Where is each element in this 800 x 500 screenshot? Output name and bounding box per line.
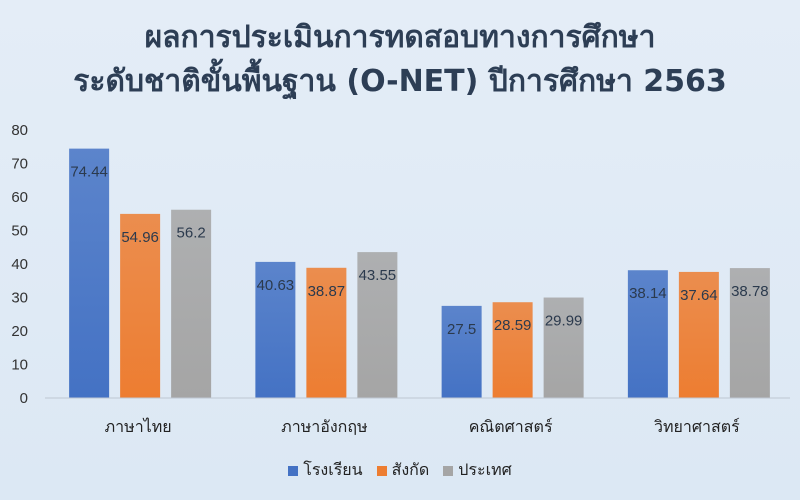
data-label: 29.99 bbox=[545, 313, 583, 330]
legend-swatch bbox=[376, 465, 387, 476]
bar bbox=[255, 261, 296, 398]
bar bbox=[729, 268, 770, 398]
data-label: 74.44 bbox=[70, 164, 108, 181]
data-label: 38.14 bbox=[629, 285, 667, 302]
data-label: 38.87 bbox=[308, 283, 346, 300]
y-tick-label: 0 bbox=[20, 390, 28, 407]
data-label: 40.63 bbox=[257, 277, 295, 294]
y-tick-label: 40 bbox=[11, 256, 28, 273]
bar bbox=[306, 267, 347, 398]
chart-title-line1: ผลการประเมินการทดสอบทางการศึกษา bbox=[144, 20, 656, 55]
bar bbox=[492, 302, 533, 398]
legend-swatch bbox=[443, 465, 454, 476]
y-tick-label: 80 bbox=[11, 122, 28, 139]
bar bbox=[120, 213, 161, 398]
legend: โรงเรียน สังกัด ประเทศ bbox=[0, 458, 800, 483]
legend-label: ประเทศ bbox=[458, 460, 512, 479]
x-axis: ภาษาไทย ภาษาอังกฤษ คณิตศาสตร์ วิทยาศาสตร์ bbox=[45, 397, 790, 436]
bar bbox=[357, 252, 398, 398]
data-label: 37.64 bbox=[680, 287, 718, 304]
bar bbox=[441, 305, 482, 398]
y-axis: 0 10 20 30 40 50 60 70 80 bbox=[11, 122, 28, 407]
data-label: 43.55 bbox=[359, 267, 397, 284]
x-tick-label: ภาษาไทย bbox=[105, 417, 172, 436]
x-tick-label: คณิตศาสตร์ bbox=[469, 417, 553, 436]
bar bbox=[171, 209, 212, 398]
legend-label: สังกัด bbox=[391, 460, 430, 479]
data-label: 28.59 bbox=[494, 317, 532, 334]
bars: 74.44 54.96 56.2 40.63 38.87 43.55 27.5 28.59 29… bbox=[69, 148, 770, 398]
x-tick-label: วิทยาศาสตร์ bbox=[654, 417, 740, 436]
data-label: 27.5 bbox=[447, 321, 476, 338]
data-label: 56.2 bbox=[177, 225, 206, 242]
legend-item: โรงเรียน bbox=[288, 458, 363, 483]
y-tick-label: 70 bbox=[11, 156, 28, 173]
bar bbox=[543, 297, 584, 398]
legend-item: สังกัด bbox=[376, 458, 430, 483]
data-label: 38.78 bbox=[731, 283, 769, 300]
y-tick-label: 50 bbox=[11, 223, 28, 240]
y-tick-label: 10 bbox=[11, 357, 28, 374]
bar bbox=[627, 270, 668, 398]
y-tick-label: 60 bbox=[11, 189, 28, 206]
y-tick-label: 30 bbox=[11, 290, 28, 307]
data-label: 54.96 bbox=[121, 229, 159, 246]
legend-item: ประเทศ bbox=[443, 458, 512, 483]
y-tick-label: 20 bbox=[11, 323, 28, 340]
x-tick-label: ภาษาอังกฤษ bbox=[281, 417, 367, 436]
chart-title-line2: ระดับชาติขั้นพื้นฐาน (O-NET) ปีการศึกษา … bbox=[73, 64, 727, 99]
bar bbox=[678, 271, 719, 398]
legend-swatch bbox=[288, 465, 299, 476]
legend-label: โรงเรียน bbox=[303, 460, 363, 479]
bar bbox=[69, 148, 110, 398]
